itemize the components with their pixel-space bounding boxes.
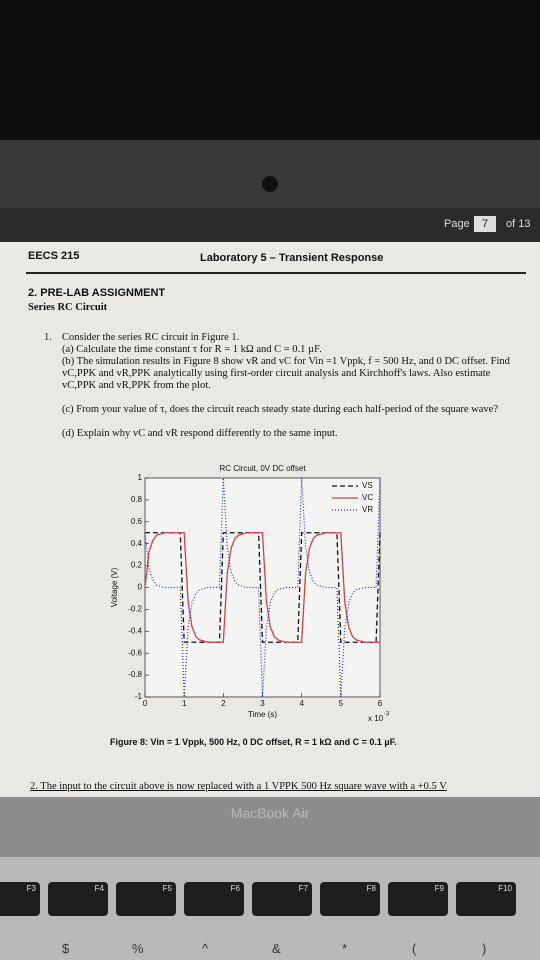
number-key[interactable]: * (342, 941, 348, 956)
item-number: 1. (44, 332, 52, 343)
function-key[interactable]: F5 (116, 882, 176, 916)
function-key[interactable]: F7 (252, 882, 312, 916)
series-line (145, 532, 381, 643)
x-tick-label: 3 (260, 699, 265, 708)
y-tick-label: 0.8 (131, 495, 143, 504)
page-total: of 13 (506, 218, 531, 230)
camera (262, 176, 278, 192)
number-key[interactable]: & (272, 941, 281, 956)
item-part: (d) Explain why vC and vR respond differ… (62, 428, 338, 439)
lab-title: Laboratory 5 – Transient Response (200, 252, 384, 264)
subheading: Series RC Circuit (28, 302, 108, 313)
y-tick-label: -0.6 (128, 648, 142, 657)
function-key[interactable]: F3 (0, 882, 40, 916)
legend-label: VS (362, 481, 373, 490)
toolbar: Page 7 of 13 (0, 208, 540, 242)
item-part: (b) The simulation results in Figure 8 s… (62, 356, 510, 391)
next-item: 2. The input to the circuit above is now… (30, 781, 447, 792)
x-tick-label: 0 (143, 699, 148, 708)
function-key[interactable]: F10 (456, 882, 516, 916)
item-part: (a) Calculate the time constant τ for R … (62, 344, 322, 355)
y-tick-label: -0.8 (128, 670, 142, 679)
x-axis-label: Time (s) (248, 710, 277, 719)
y-tick-label: -0.2 (128, 605, 142, 614)
function-key[interactable]: F4 (48, 882, 108, 916)
number-key[interactable]: ) (482, 941, 487, 956)
series-line (144, 532, 380, 643)
number-key[interactable]: % (132, 941, 144, 956)
number-key[interactable]: ^ (202, 941, 209, 956)
x-tick-label: 2 (221, 699, 226, 708)
brand: MacBook Air (230, 805, 310, 821)
legend-label: VR (362, 505, 373, 514)
y-axis-label: Voltage (V) (110, 567, 119, 607)
page-label: Page (444, 218, 470, 230)
x-tick-label: 1 (182, 699, 187, 708)
number-key[interactable]: $ (62, 941, 70, 956)
x-tick-label: 4 (299, 699, 304, 708)
number-key[interactable]: ( (412, 941, 417, 956)
x-tick-label: 5 (339, 699, 344, 708)
chart-title: RC Circuit, 0V DC offset (219, 464, 306, 473)
laptop-hinge (0, 797, 540, 857)
y-tick-label: -0.4 (128, 626, 142, 635)
legend-label: VC (362, 493, 373, 502)
y-tick-label: 1 (138, 473, 143, 482)
function-key[interactable]: F9 (388, 882, 448, 916)
keyboard: F3 F4 F5 F6 F7 F8 F9 F10 $% ^ & * () (0, 857, 540, 960)
y-tick-label: 0.2 (131, 561, 143, 570)
y-tick-label: 0 (138, 583, 143, 592)
function-key[interactable]: F8 (320, 882, 380, 916)
bezel (0, 0, 540, 140)
x-multiplier-exponent: -3 (384, 712, 390, 718)
function-key[interactable]: F6 (184, 882, 244, 916)
x-tick-label: 6 (378, 699, 383, 708)
section-heading: 2. PRE-LAB ASSIGNMENT (28, 287, 166, 299)
item-part: (c) From your value of τ, does the circu… (62, 404, 499, 415)
y-tick-label: 0.4 (131, 539, 143, 548)
y-tick-label: -1 (135, 692, 143, 701)
course: EECS 215 (28, 250, 80, 262)
chart: RC Circuit, 0V DC offset Time (s) Voltage … (110, 464, 390, 723)
y-tick-label: 0.6 (131, 517, 143, 526)
document: EECS 215 Laboratory 5 – Transient Respon… (0, 242, 540, 797)
header-rule (26, 272, 526, 274)
page-number[interactable]: 7 (474, 216, 496, 232)
item-text: Consider the series RC circuit in Figure… (62, 332, 240, 343)
caption: Figure 8: Vin = 1 Vppk, 500 Hz, 0 DC off… (110, 737, 397, 747)
screen-top (0, 140, 540, 208)
x-multiplier: x 10 (368, 714, 384, 723)
